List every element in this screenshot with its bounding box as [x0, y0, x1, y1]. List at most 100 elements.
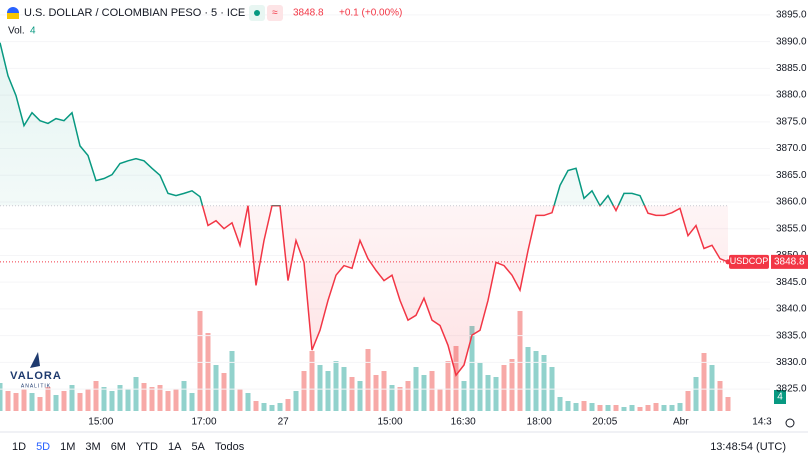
volume-bar	[165, 391, 171, 411]
volume-bar	[581, 401, 587, 411]
x-tick-label: 17:00	[191, 417, 216, 428]
range-button[interactable]: 3M	[85, 441, 100, 453]
volume-bar	[77, 393, 83, 411]
volume-bar	[669, 405, 675, 411]
volume-bar	[589, 403, 595, 411]
volume-bar	[405, 381, 411, 411]
volume-bar	[197, 311, 203, 411]
y-tick-label: 3835.0	[776, 330, 807, 341]
volume-layer	[0, 311, 731, 411]
volume-bar	[13, 393, 19, 411]
volume-bar	[557, 397, 563, 411]
settings-icon[interactable]	[785, 418, 795, 428]
range-button[interactable]: YTD	[136, 441, 158, 453]
logo-mark	[30, 352, 40, 368]
volume-bar	[245, 393, 251, 411]
volume-bar	[533, 351, 539, 411]
volume-bar	[397, 387, 403, 411]
clock: 13:48:54 (UTC)	[710, 441, 786, 453]
volume-bar	[213, 365, 219, 411]
x-tick-label: Abr	[673, 417, 689, 428]
volume-bar	[293, 391, 299, 411]
volume-bar	[453, 346, 459, 411]
volume-bar	[317, 365, 323, 411]
volume-bar	[109, 391, 115, 411]
x-tick-label: 20:05	[592, 417, 617, 428]
volume-bar	[461, 381, 467, 411]
volume-bar	[373, 375, 379, 411]
volume-bar	[509, 359, 515, 411]
volume-bar	[53, 395, 59, 411]
range-button[interactable]: 6M	[111, 441, 126, 453]
volume-bar	[325, 371, 331, 411]
volume-bar	[269, 405, 275, 411]
volume-label: Vol.	[8, 26, 25, 37]
volume-bar	[597, 405, 603, 411]
x-tick-label: 16:30	[451, 417, 476, 428]
volume-bar	[517, 311, 523, 411]
volume-bar	[477, 363, 483, 411]
volume-bar	[141, 383, 147, 411]
volume-bar	[45, 387, 51, 411]
volume-bar	[261, 403, 267, 411]
range-button[interactable]: 1D	[12, 441, 26, 453]
volume-bar	[133, 377, 139, 411]
status-badge[interactable]	[267, 5, 283, 21]
volume-bar	[189, 393, 195, 411]
volume-bar	[0, 383, 3, 411]
volume-bar	[221, 373, 227, 411]
volume-bar	[437, 389, 443, 411]
volume-bar	[709, 365, 715, 411]
y-tick-label: 3855.0	[776, 223, 807, 234]
range-button[interactable]: 5A	[191, 441, 205, 453]
range-button[interactable]: 5D	[36, 441, 50, 453]
range-button[interactable]: 1A	[168, 441, 182, 453]
baseline-area	[0, 42, 728, 376]
volume-bar	[645, 405, 651, 411]
volume-bar	[61, 391, 67, 411]
y-tick-label: 3845.0	[776, 277, 807, 288]
header-change: +0.1 (+0.00%)	[339, 8, 402, 19]
y-tick-label: 3875.0	[776, 116, 807, 127]
x-tick-label: 15:00	[377, 417, 402, 428]
x-tick-label: 27	[278, 417, 290, 428]
volume-bar	[229, 351, 235, 411]
volume-bar	[181, 381, 187, 411]
volume-bar	[333, 361, 339, 411]
volume-bar	[157, 385, 163, 411]
volume-bar	[37, 397, 43, 411]
price-line	[0, 42, 729, 377]
logo-subtext: ANALITIK	[21, 383, 51, 389]
volume-bar	[125, 389, 131, 411]
volume-bar	[493, 377, 499, 411]
volume-bar	[381, 371, 387, 411]
volume-bar	[21, 389, 27, 411]
x-tick-label: 14:3	[752, 417, 772, 428]
volume-bar	[421, 375, 427, 411]
volume-bar	[661, 405, 667, 411]
volume-bar	[485, 375, 491, 411]
y-tick-label: 3895.0	[776, 10, 807, 21]
volume-bar	[101, 387, 107, 411]
volume-bar	[445, 361, 451, 411]
volume-bar	[717, 381, 723, 411]
range-button[interactable]: Todos	[215, 441, 245, 453]
y-tick-label: 3830.0	[776, 357, 807, 368]
logo-text: VALORA	[10, 370, 62, 382]
volume-bar	[69, 385, 75, 411]
y-tick-label: 3865.0	[776, 170, 807, 181]
volume-bar	[469, 326, 475, 411]
volume-bar	[93, 381, 99, 411]
y-tick-label: 3860.0	[776, 197, 807, 208]
volume-bar	[253, 401, 259, 411]
range-button[interactable]: 1M	[60, 441, 75, 453]
volume-bar	[565, 401, 571, 411]
header-price: 3848.8	[293, 8, 324, 19]
volume-bar	[685, 391, 691, 411]
volume-bar	[301, 371, 307, 411]
y-tick-label: 3870.0	[776, 143, 807, 154]
volume-bar	[541, 355, 547, 411]
symbol-tag	[729, 254, 769, 269]
